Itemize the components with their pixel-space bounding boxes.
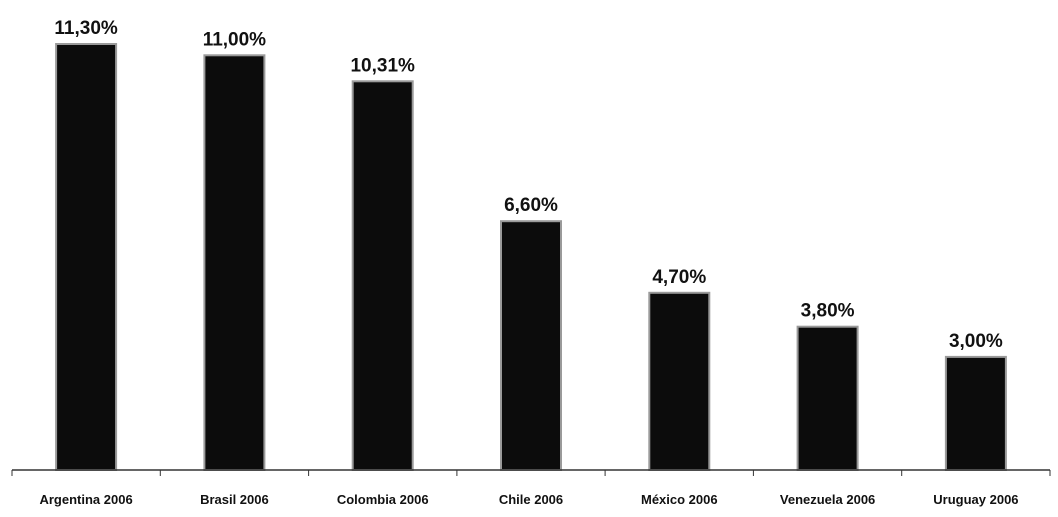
x-tick-label: Colombia 2006 bbox=[337, 492, 429, 507]
value-labels-group: 11,30% 11,00% 10,31% 6,60% 4,70% 3,80% 3,00% bbox=[54, 18, 1003, 352]
bar-uruguay-2006 bbox=[944, 355, 1007, 471]
bars-group bbox=[55, 43, 1007, 472]
data-label: 11,00% bbox=[203, 29, 266, 50]
x-tick-label: Uruguay 2006 bbox=[933, 492, 1018, 507]
bar-argentina-2006 bbox=[55, 43, 118, 471]
x-tick-label: Argentina 2006 bbox=[39, 492, 132, 507]
bar-m-xico-2006 bbox=[648, 291, 711, 471]
x-tick-label: Brasil 2006 bbox=[200, 492, 269, 507]
data-label: 4,70% bbox=[652, 267, 706, 288]
x-axis-tick-labels: Argentina 2006 Brasil 2006 Colombia 2006 Ch… bbox=[39, 492, 1018, 507]
data-label: 10,31% bbox=[350, 55, 415, 76]
bar-colombia-2006 bbox=[351, 80, 414, 472]
data-label: 11,30% bbox=[54, 18, 117, 39]
bar-chile-2006 bbox=[500, 220, 562, 471]
data-label: 6,60% bbox=[504, 195, 558, 216]
data-label: 3,00% bbox=[949, 331, 1003, 352]
x-tick-label: Chile 2006 bbox=[499, 492, 563, 507]
bar-brasil-2006 bbox=[203, 54, 266, 472]
x-tick-label: Venezuela 2006 bbox=[780, 492, 875, 507]
x-axis-ticks bbox=[11, 470, 1051, 476]
data-label: 3,80% bbox=[801, 301, 855, 322]
bar-venezuela-2006 bbox=[796, 325, 859, 472]
x-tick-label: México 2006 bbox=[641, 492, 718, 507]
